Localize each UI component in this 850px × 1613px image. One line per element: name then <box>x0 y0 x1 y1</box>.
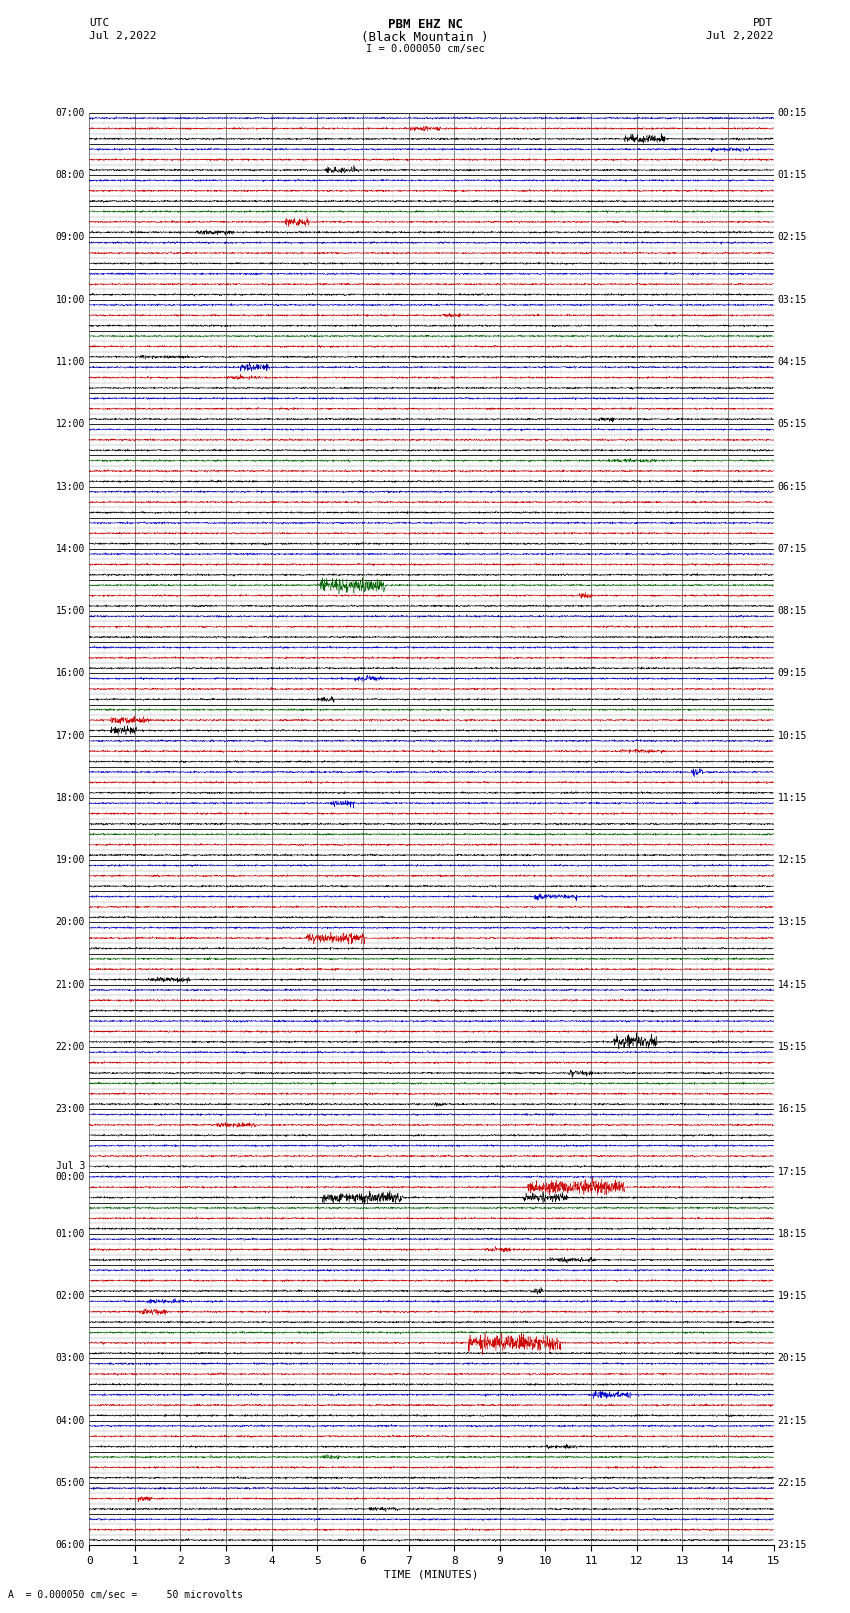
Text: 04:15: 04:15 <box>778 356 807 368</box>
X-axis label: TIME (MINUTES): TIME (MINUTES) <box>384 1569 479 1579</box>
Text: 10:00: 10:00 <box>55 295 85 305</box>
Text: 21:00: 21:00 <box>55 979 85 990</box>
Text: 01:15: 01:15 <box>778 171 807 181</box>
Text: 05:00: 05:00 <box>55 1478 85 1487</box>
Text: 19:15: 19:15 <box>778 1290 807 1302</box>
Text: 07:15: 07:15 <box>778 544 807 553</box>
Text: (Black Mountain ): (Black Mountain ) <box>361 31 489 44</box>
Text: 11:00: 11:00 <box>55 356 85 368</box>
Text: 09:00: 09:00 <box>55 232 85 242</box>
Text: 04:00: 04:00 <box>55 1416 85 1426</box>
Text: UTC: UTC <box>89 18 110 27</box>
Text: 17:15: 17:15 <box>778 1166 807 1176</box>
Text: 16:15: 16:15 <box>778 1105 807 1115</box>
Text: 02:15: 02:15 <box>778 232 807 242</box>
Text: 05:15: 05:15 <box>778 419 807 429</box>
Text: 12:00: 12:00 <box>55 419 85 429</box>
Text: A  = 0.000050 cm/sec =     50 microvolts: A = 0.000050 cm/sec = 50 microvolts <box>8 1590 243 1600</box>
Text: Jul 3
00:00: Jul 3 00:00 <box>55 1161 85 1182</box>
Text: 19:00: 19:00 <box>55 855 85 865</box>
Text: 03:00: 03:00 <box>55 1353 85 1363</box>
Text: Jul 2,2022: Jul 2,2022 <box>89 31 156 40</box>
Text: 20:15: 20:15 <box>778 1353 807 1363</box>
Text: 15:15: 15:15 <box>778 1042 807 1052</box>
Text: 23:00: 23:00 <box>55 1105 85 1115</box>
Text: 12:15: 12:15 <box>778 855 807 865</box>
Text: 23:15: 23:15 <box>778 1540 807 1550</box>
Text: 11:15: 11:15 <box>778 794 807 803</box>
Text: 18:15: 18:15 <box>778 1229 807 1239</box>
Text: 09:15: 09:15 <box>778 668 807 679</box>
Text: 22:00: 22:00 <box>55 1042 85 1052</box>
Text: 20:00: 20:00 <box>55 918 85 927</box>
Text: 22:15: 22:15 <box>778 1478 807 1487</box>
Text: PDT: PDT <box>753 18 774 27</box>
Text: 21:15: 21:15 <box>778 1416 807 1426</box>
Text: 03:15: 03:15 <box>778 295 807 305</box>
Text: 17:00: 17:00 <box>55 731 85 740</box>
Text: 14:15: 14:15 <box>778 979 807 990</box>
Text: PBM EHZ NC: PBM EHZ NC <box>388 18 462 31</box>
Text: 08:15: 08:15 <box>778 606 807 616</box>
Text: 14:00: 14:00 <box>55 544 85 553</box>
Text: 06:15: 06:15 <box>778 482 807 492</box>
Text: 07:00: 07:00 <box>55 108 85 118</box>
Text: 16:00: 16:00 <box>55 668 85 679</box>
Text: 06:00: 06:00 <box>55 1540 85 1550</box>
Text: 08:00: 08:00 <box>55 171 85 181</box>
Text: 15:00: 15:00 <box>55 606 85 616</box>
Text: 13:15: 13:15 <box>778 918 807 927</box>
Text: 10:15: 10:15 <box>778 731 807 740</box>
Text: Jul 2,2022: Jul 2,2022 <box>706 31 774 40</box>
Text: 02:00: 02:00 <box>55 1290 85 1302</box>
Text: 18:00: 18:00 <box>55 794 85 803</box>
Text: 00:15: 00:15 <box>778 108 807 118</box>
Text: 01:00: 01:00 <box>55 1229 85 1239</box>
Text: 13:00: 13:00 <box>55 482 85 492</box>
Text: I = 0.000050 cm/sec: I = 0.000050 cm/sec <box>366 44 484 53</box>
